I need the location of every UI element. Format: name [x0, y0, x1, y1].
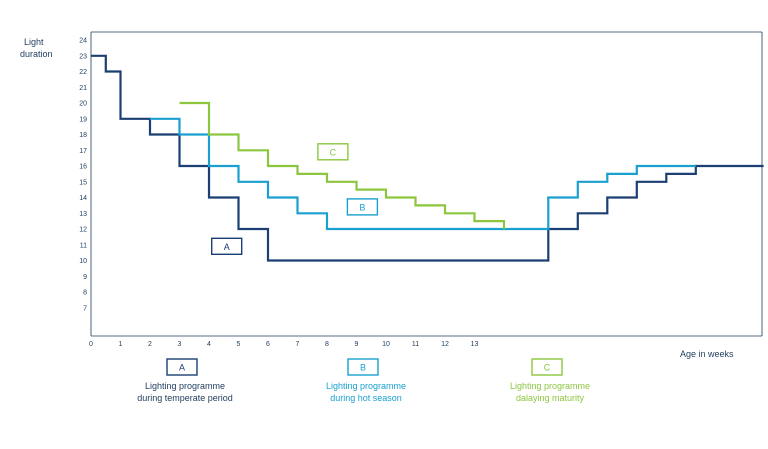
y-tick-label: 16	[79, 164, 87, 171]
x-tick-label: 6	[266, 341, 270, 348]
y-tick-label: 23	[79, 53, 87, 60]
legend-key-c: C	[544, 363, 551, 373]
y-tick-label: 19	[79, 116, 87, 123]
x-tick-label: 13	[471, 341, 479, 348]
y-tick-label: 14	[79, 195, 87, 202]
legend-key-box-a	[166, 358, 198, 376]
legend: A Lighting programme during temperate peri…	[137, 358, 590, 403]
x-tick-label: 1	[119, 341, 123, 348]
legend-key-box-c	[531, 358, 563, 376]
x-tick-label: 7	[296, 341, 300, 348]
y-tick-label: 15	[79, 179, 87, 186]
series-label-box-c	[317, 143, 349, 161]
legend-key-b: B	[360, 363, 366, 373]
x-tick-labels: 0 1 2 3 4 5 6 7 8 9 10 11 12 13	[89, 341, 478, 348]
x-tick-label: 0	[89, 341, 93, 348]
x-tick-label: 4	[207, 341, 211, 348]
x-axis-label: Age in weeks	[680, 349, 734, 359]
series-lines	[91, 54, 764, 262]
y-tick-label: 21	[79, 85, 87, 92]
legend-text-b: Lighting programme	[326, 381, 406, 391]
x-tick-label: 10	[382, 341, 390, 348]
axes	[90, 31, 763, 337]
x-tick-label: 2	[148, 341, 152, 348]
legend-text-a: during temperate period	[137, 393, 233, 403]
x-tick-label: 5	[237, 341, 241, 348]
y-tick-label: 9	[83, 274, 87, 281]
series-box-labels: A B C	[210, 143, 379, 256]
y-tick-label: 18	[79, 132, 87, 139]
y-axis-label-line-2: duration	[20, 49, 53, 59]
legend-text-b: during hot season	[330, 393, 402, 403]
series-label-text-b: B	[359, 202, 365, 212]
y-tick-labels: 7 8 9 10 11 12 13 14 15 16 17 18 19 20 21 22 23 24	[79, 38, 87, 313]
series-label-box-b	[346, 198, 379, 216]
legend-key-a: A	[179, 363, 185, 373]
series-line-b	[150, 117, 696, 231]
y-tick-label: 11	[80, 242, 87, 249]
x-tick-label: 12	[441, 341, 449, 348]
y-tick-label: 10	[79, 258, 87, 265]
y-axis-label-line-1: Light	[24, 37, 44, 47]
series-line-c	[179, 101, 506, 229]
y-tick-label: 17	[79, 148, 87, 155]
legend-text-a: Lighting programme	[145, 381, 225, 391]
y-tick-label: 8	[83, 290, 87, 297]
legend-text-c: Lighting programme	[510, 381, 590, 391]
series-line-a	[91, 54, 764, 262]
legend-key-box-b	[347, 358, 379, 376]
series-label-text-c: C	[330, 147, 337, 157]
y-tick-label: 20	[79, 101, 87, 108]
y-tick-label: 12	[79, 227, 87, 234]
series-label-box-a	[210, 237, 243, 256]
x-tick-label: 11	[412, 341, 419, 348]
x-tick-label: 8	[325, 341, 329, 348]
series-label-text-a: A	[224, 242, 230, 252]
y-tick-label: 24	[79, 38, 87, 45]
y-tick-label: 7	[83, 305, 87, 312]
legend-text-c: dalaying maturity	[516, 393, 585, 403]
x-tick-label: 3	[178, 341, 182, 348]
y-tick-label: 13	[79, 211, 87, 218]
y-tick-label: 22	[79, 69, 87, 76]
x-tick-label: 9	[355, 341, 359, 348]
